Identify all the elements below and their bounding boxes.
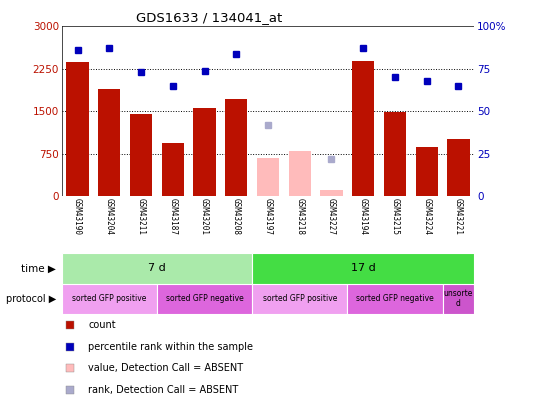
Bar: [415, 147, 438, 196]
Text: 17 d: 17 d: [351, 263, 376, 273]
Bar: [347, 284, 443, 314]
Text: GDS1633 / 134041_at: GDS1633 / 134041_at: [136, 11, 282, 24]
Text: GSM43208: GSM43208: [232, 198, 241, 234]
Text: GSM43187: GSM43187: [168, 198, 177, 234]
Text: 7 d: 7 d: [148, 263, 166, 273]
Text: sorted GFP negative: sorted GFP negative: [356, 294, 434, 303]
Text: GSM43218: GSM43218: [295, 198, 304, 234]
Text: GSM43194: GSM43194: [359, 198, 368, 234]
Bar: [157, 284, 252, 314]
Bar: [66, 62, 88, 196]
Text: percentile rank within the sample: percentile rank within the sample: [88, 341, 254, 352]
Bar: [225, 99, 248, 196]
Text: GSM43211: GSM43211: [137, 198, 145, 234]
Text: rank, Detection Call = ABSENT: rank, Detection Call = ABSENT: [88, 385, 239, 395]
Bar: [252, 284, 347, 314]
Bar: [130, 114, 152, 196]
Text: count: count: [88, 320, 116, 330]
Bar: [443, 284, 474, 314]
Bar: [193, 108, 215, 196]
Text: GSM43224: GSM43224: [422, 198, 431, 234]
Text: time ▶: time ▶: [21, 263, 56, 273]
Bar: [384, 112, 406, 196]
Text: GSM43197: GSM43197: [264, 198, 272, 234]
Bar: [252, 253, 474, 284]
Bar: [448, 139, 470, 196]
Text: sorted GFP negative: sorted GFP negative: [166, 294, 243, 303]
Text: GSM43190: GSM43190: [73, 198, 82, 234]
Text: GSM43204: GSM43204: [105, 198, 114, 234]
Bar: [98, 89, 121, 196]
Text: sorted GFP positive: sorted GFP positive: [263, 294, 337, 303]
Text: value, Detection Call = ABSENT: value, Detection Call = ABSENT: [88, 363, 243, 373]
Bar: [321, 190, 343, 196]
Bar: [257, 158, 279, 196]
Text: GSM43221: GSM43221: [454, 198, 463, 234]
Bar: [62, 253, 252, 284]
Bar: [289, 151, 311, 196]
Text: GSM43215: GSM43215: [391, 198, 399, 234]
Text: unsorte
d: unsorte d: [444, 289, 473, 308]
Text: protocol ▶: protocol ▶: [6, 294, 56, 304]
Bar: [352, 62, 374, 196]
Bar: [62, 284, 157, 314]
Text: GSM43201: GSM43201: [200, 198, 209, 234]
Text: GSM43227: GSM43227: [327, 198, 336, 234]
Bar: [162, 143, 184, 196]
Text: sorted GFP positive: sorted GFP positive: [72, 294, 146, 303]
